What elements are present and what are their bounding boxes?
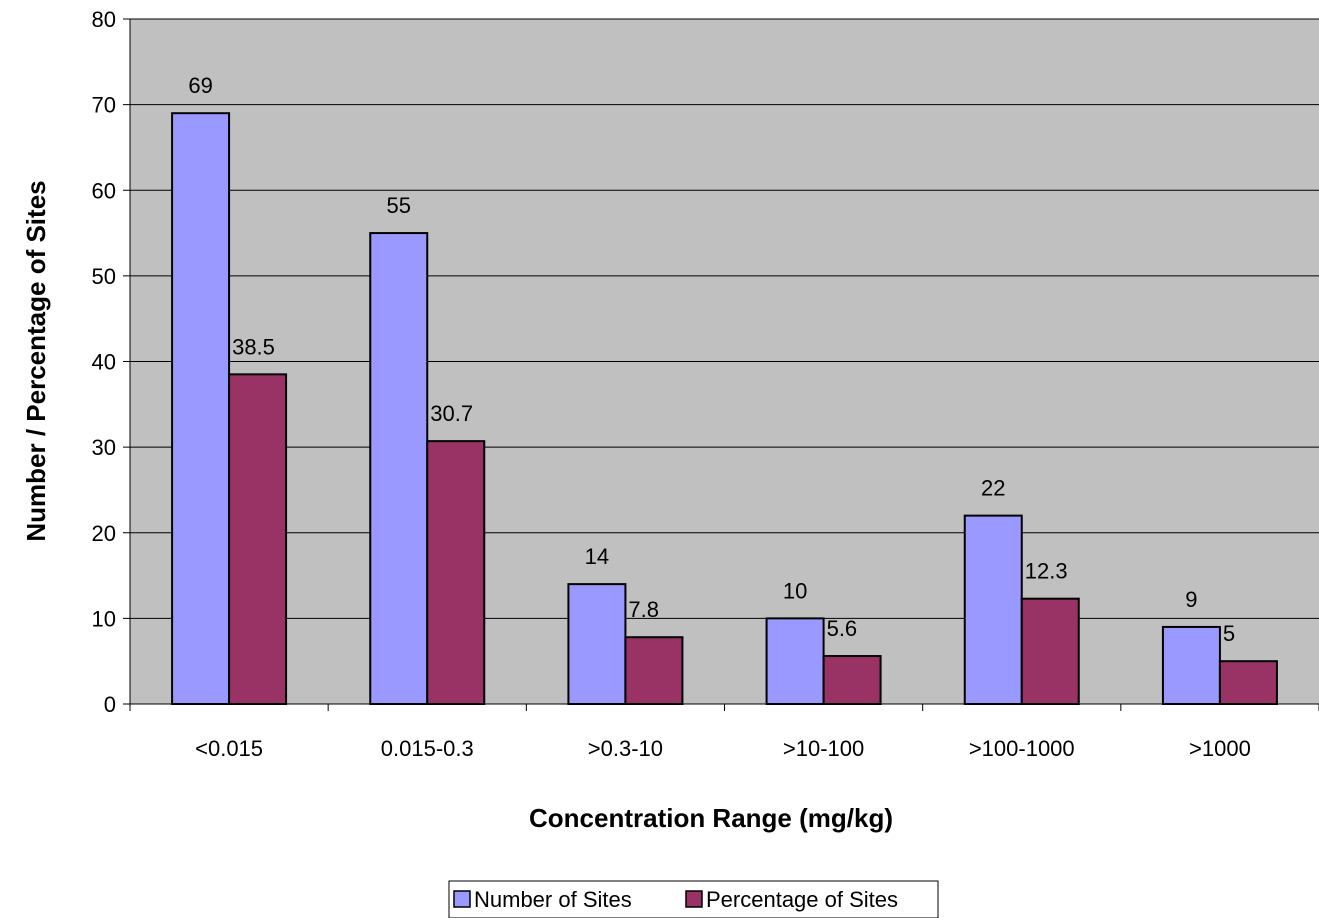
bar-percentage-of-sites — [1020, 597, 1080, 706]
bar-number-of-sites — [567, 583, 627, 705]
bar-number-of-sites — [171, 112, 231, 705]
y-tick-label: 10 — [92, 606, 116, 631]
legend-swatch — [453, 890, 471, 908]
data-label: 5 — [1223, 621, 1235, 646]
x-axis-ticks: <0.015 0.015-0.3 >0.3-10 >10-100 >100-1000 >1… — [129, 704, 1319, 761]
legend-swatch — [685, 890, 703, 908]
data-labels: 69 55 14 10 22 9 38.5 30.7 7.8 5.6 12.3 5 — [188, 73, 1235, 646]
data-label: 30.7 — [430, 401, 473, 426]
data-label: 7.8 — [628, 597, 659, 622]
bar-percentage-of-sites — [624, 636, 684, 706]
x-tick-label: >100-1000 — [969, 736, 1075, 761]
data-label: 55 — [387, 193, 411, 218]
legend-label: Percentage of Sites — [706, 887, 898, 912]
data-label: 38.5 — [232, 334, 275, 359]
x-tick-label: >1000 — [1189, 736, 1251, 761]
legend-label: Number of Sites — [474, 887, 632, 912]
x-axis-title: Concentration Range (mg/kg) — [529, 803, 893, 833]
y-tick-label: 70 — [92, 93, 116, 118]
data-label: 22 — [981, 476, 1005, 501]
gridlines — [130, 18, 1319, 619]
data-label: 14 — [585, 544, 609, 569]
legend: Number of Sites Percentage of Sites — [448, 880, 939, 918]
y-tick-label: 60 — [92, 178, 116, 203]
data-label: 9 — [1185, 587, 1197, 612]
data-label: 69 — [188, 73, 212, 98]
y-tick-label: 30 — [92, 435, 116, 460]
bar-number-of-sites — [963, 514, 1023, 705]
y-tick-label: 0 — [104, 692, 116, 717]
y-tick-label: 80 — [92, 7, 116, 32]
bar-number-of-sites — [369, 232, 429, 705]
data-label: 12.3 — [1025, 559, 1068, 584]
x-tick-label: >0.3-10 — [588, 736, 663, 761]
data-label: 5.6 — [827, 616, 858, 641]
bar-percentage-of-sites — [426, 440, 486, 705]
bar-percentage-of-sites — [228, 373, 288, 705]
x-tick-label: >10-100 — [783, 736, 864, 761]
bar-percentage-of-sites — [822, 655, 882, 705]
y-tick-label: 40 — [92, 350, 116, 375]
bar-percentage-of-sites — [1218, 660, 1278, 705]
y-axis-ticks: 0 10 20 30 40 50 60 70 80 — [92, 7, 130, 717]
y-tick-label: 50 — [92, 264, 116, 289]
bar-number-of-sites — [1161, 625, 1221, 705]
y-tick-label: 20 — [92, 521, 116, 546]
data-label: 10 — [783, 578, 807, 603]
x-tick-label: <0.015 — [195, 736, 263, 761]
y-axis-title: Number / Percentage of Sites — [21, 180, 51, 541]
bar-number-of-sites — [765, 617, 825, 705]
x-tick-label: 0.015-0.3 — [381, 736, 474, 761]
bars — [171, 112, 1278, 706]
